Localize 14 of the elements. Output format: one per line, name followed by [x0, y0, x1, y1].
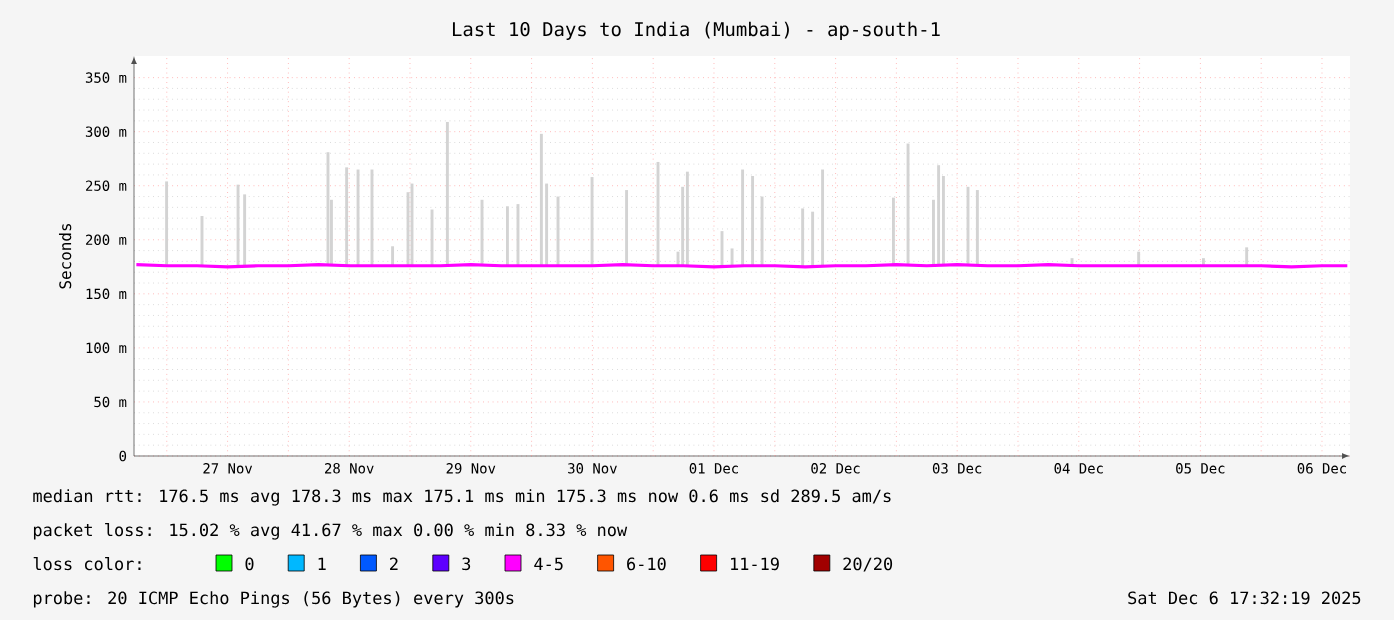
legend-label: 11-19: [731, 557, 779, 571]
legend-label: 0: [245, 557, 254, 571]
legend-label: 4-5: [534, 557, 563, 571]
legend-label: 1: [318, 557, 326, 570]
text: median rtt: 176.5 ms avg 178.3 ms max 175.1 ms min 175.3 ms now 0.6 ms sd 289.5 am/s: [33, 489, 891, 506]
legend-label: 20/20: [843, 557, 893, 572]
text: packet loss: 15.02 % avg 41.67 % max 0.00 % min 8.33 % now: [33, 523, 628, 540]
legend-label: 6-10: [627, 557, 666, 571]
legend-title: loss color:: [33, 557, 141, 571]
text: Sat Dec 6 17:32:19 2025: [1128, 591, 1361, 605]
text: probe: 20 ICMP Echo Pings (56 Bytes) every 300s: [33, 591, 514, 608]
legend-label: 2: [390, 557, 398, 570]
legend-label: 3: [462, 557, 471, 571]
chart-title: Last 10 Days to India (Mumbai) - ap-south-1: [452, 21, 940, 40]
